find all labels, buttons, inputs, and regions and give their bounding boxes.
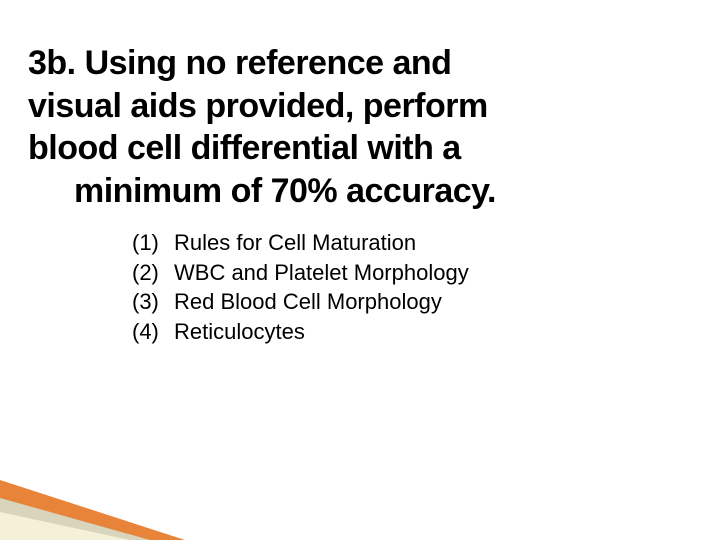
item-number: (2) [132, 258, 174, 288]
item-text: Reticulocytes [174, 317, 692, 347]
list-item: (3) Red Blood Cell Morphology [132, 287, 692, 317]
item-number: (1) [132, 228, 174, 258]
item-number: (3) [132, 287, 174, 317]
title-line-3: blood cell differential with a [28, 127, 692, 170]
corner-accent-icon [0, 420, 240, 540]
item-text: Red Blood Cell Morphology [174, 287, 692, 317]
item-number: (4) [132, 317, 174, 347]
slide-title: 3b. Using no reference and visual aids p… [28, 42, 692, 212]
slide-content: 3b. Using no reference and visual aids p… [0, 0, 720, 347]
title-line-4: minimum of 70% accuracy. [28, 170, 692, 213]
title-line-1: 3b. Using no reference and [28, 42, 692, 85]
content-list: (1) Rules for Cell Maturation (2) WBC an… [28, 228, 692, 347]
list-item: (1) Rules for Cell Maturation [132, 228, 692, 258]
list-item: (4) Reticulocytes [132, 317, 692, 347]
item-text: Rules for Cell Maturation [174, 228, 692, 258]
title-line-2: visual aids provided, perform [28, 85, 692, 128]
item-text: WBC and Platelet Morphology [174, 258, 692, 288]
list-item: (2) WBC and Platelet Morphology [132, 258, 692, 288]
